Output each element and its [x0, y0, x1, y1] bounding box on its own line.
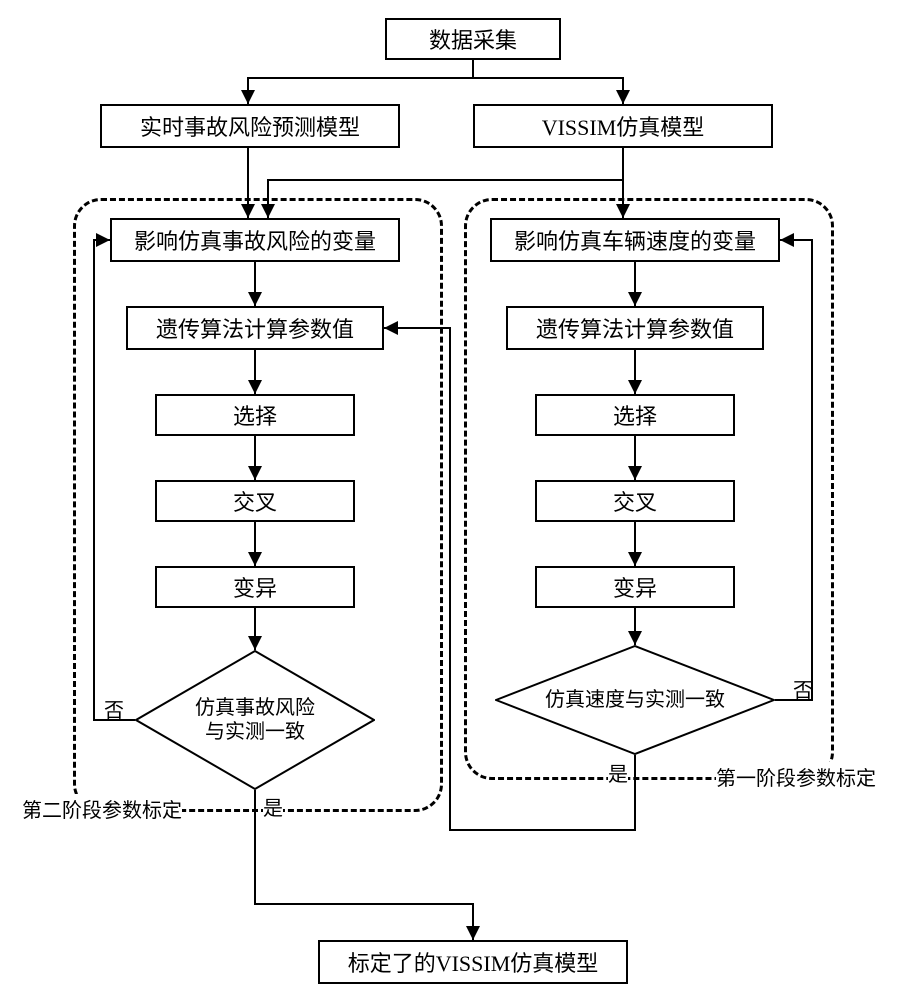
- diamond-left: 仿真事故风险 与实测一致: [135, 650, 375, 790]
- label-right-yes: 是: [608, 758, 628, 787]
- box-right-vars: 影响仿真车辆速度的变量: [490, 218, 780, 262]
- box-vissim-model: VISSIM仿真模型: [473, 104, 773, 148]
- box-risk-model: 实时事故风险预测模型: [100, 104, 400, 148]
- box-right-ga: 遗传算法计算参数值: [506, 306, 764, 350]
- label-stage2: 第二阶段参数标定: [22, 794, 182, 823]
- box-right-cross: 交叉: [535, 480, 735, 522]
- box-left-vars: 影响仿真事故风险的变量: [110, 218, 400, 262]
- diamond-right: 仿真速度与实测一致: [495, 645, 775, 755]
- box-left-select: 选择: [155, 394, 355, 436]
- box-left-mutate: 变异: [155, 566, 355, 608]
- box-left-ga: 遗传算法计算参数值: [126, 306, 384, 350]
- label-right-no: 否: [793, 674, 813, 703]
- box-right-select: 选择: [535, 394, 735, 436]
- diamond-right-line1: 仿真速度与实测一致: [545, 689, 725, 711]
- diamond-left-line2: 与实测一致: [205, 721, 305, 743]
- box-data-collect: 数据采集: [385, 18, 561, 60]
- box-right-mutate: 变异: [535, 566, 735, 608]
- label-left-yes: 是: [263, 792, 283, 821]
- box-left-cross: 交叉: [155, 480, 355, 522]
- label-left-no: 否: [104, 694, 124, 723]
- box-result: 标定了的VISSIM仿真模型: [318, 940, 628, 984]
- diamond-left-line1: 仿真事故风险: [195, 697, 315, 719]
- label-stage1: 第一阶段参数标定: [716, 762, 876, 791]
